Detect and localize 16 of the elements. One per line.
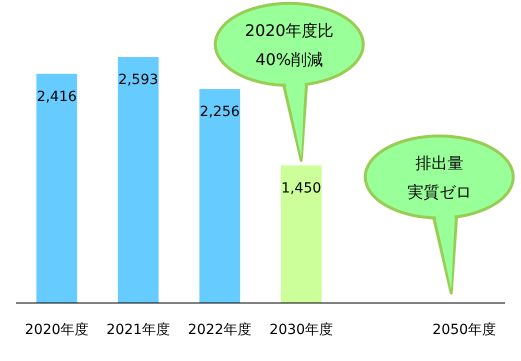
- bar: [36, 74, 78, 303]
- data-label: 2,416: [36, 88, 77, 105]
- annotation: 排出量: [415, 154, 464, 172]
- data-label: 2,256: [200, 104, 240, 120]
- data-label: 1,450: [281, 180, 322, 196]
- x-tick-label: 2030年度: [269, 322, 334, 338]
- x-tick-label: 2050年度: [432, 322, 496, 338]
- x-tick-label: 2022年度: [188, 322, 252, 338]
- x-tick-label: 2020年度: [24, 322, 89, 338]
- annotation: 実質ゼロ: [407, 182, 472, 202]
- bar: [280, 165, 322, 303]
- data-label: 2,593: [118, 72, 158, 88]
- x-tick-label: 2021年度: [106, 322, 170, 338]
- bar: [118, 57, 159, 303]
- annotation: 2020年度比 40%削減: [244, 20, 334, 69]
- bar: [199, 88, 240, 303]
